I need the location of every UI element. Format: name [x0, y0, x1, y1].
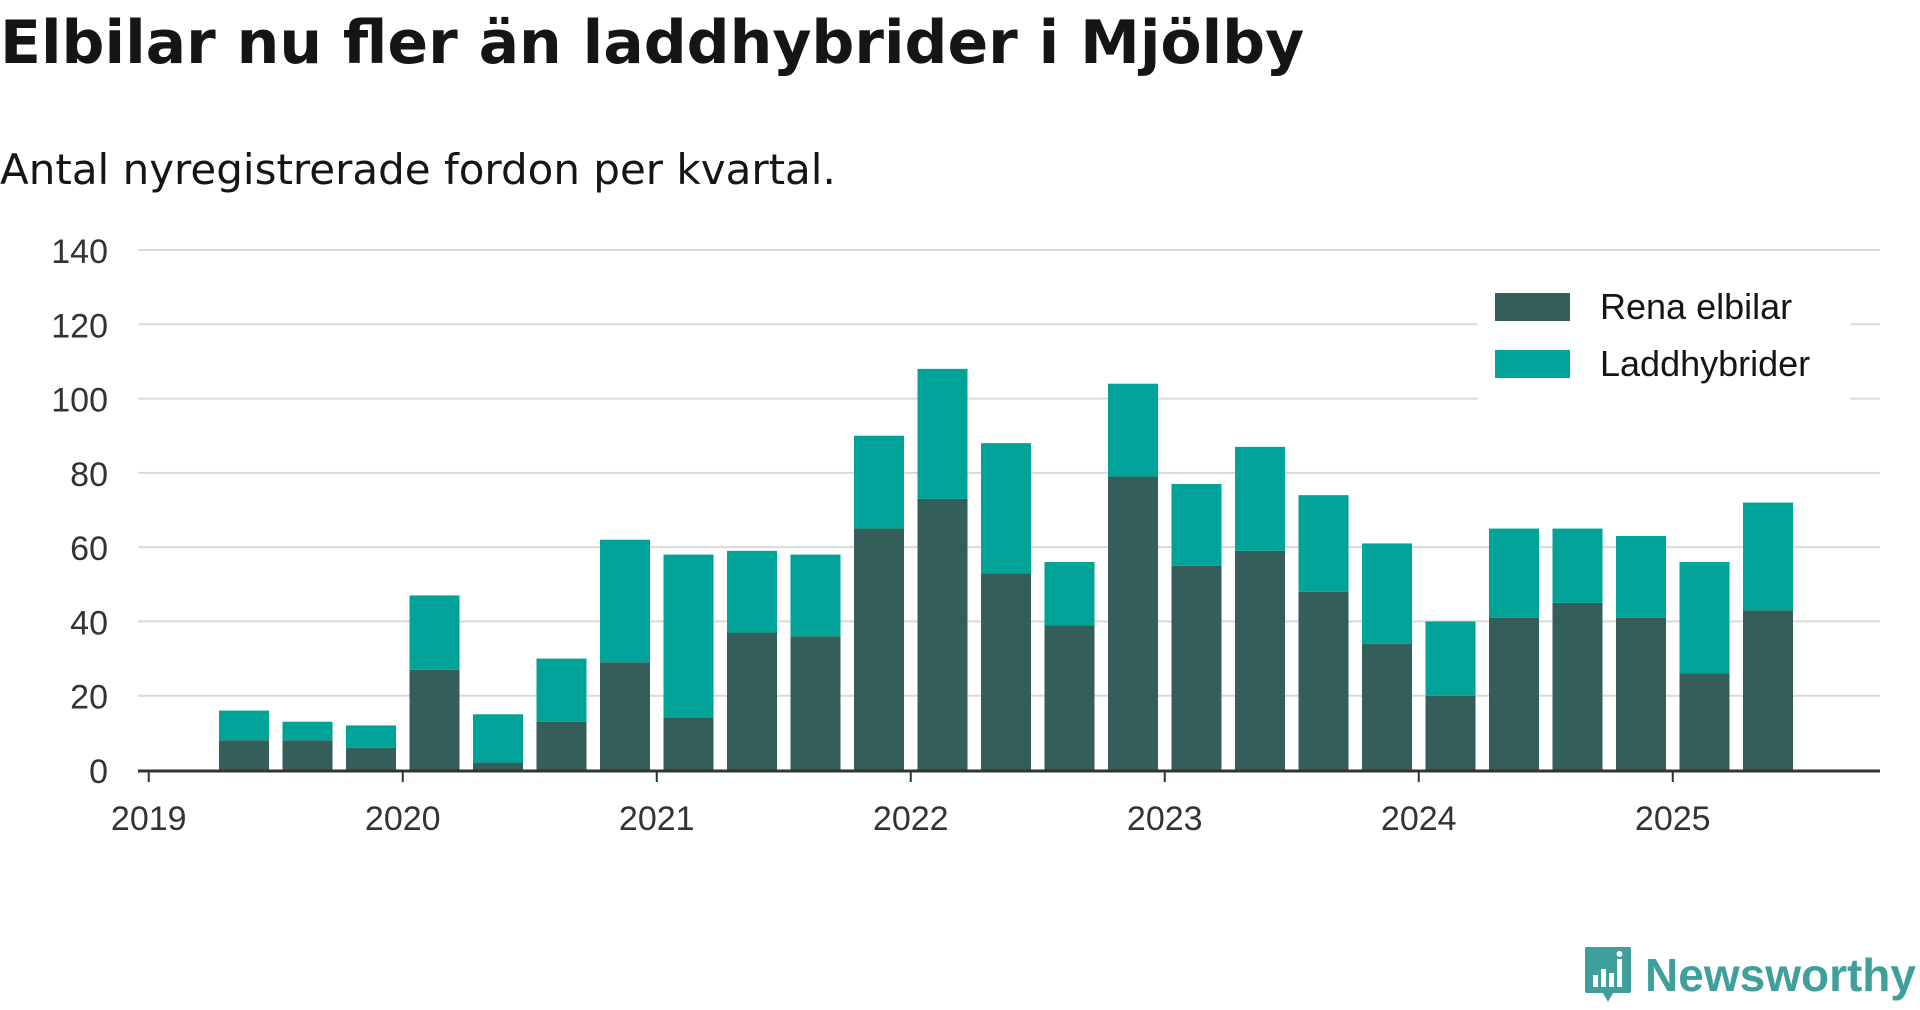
bar-electric: [1298, 591, 1349, 770]
bar-electric: [600, 662, 650, 770]
bar-electric: [282, 740, 333, 770]
bar-hybrid: [1298, 495, 1349, 592]
bar-hybrid: [473, 714, 523, 763]
brand-name: Newsworthy: [1645, 949, 1916, 1001]
bar-electric: [1235, 550, 1285, 770]
bar-hybrid: [536, 658, 587, 722]
bar-hybrid: [917, 368, 968, 499]
bar-hybrid: [663, 554, 714, 718]
x-tick-label: 2023: [1127, 800, 1203, 838]
bar-electric: [1743, 610, 1793, 770]
bar-electric: [663, 718, 714, 770]
bar-hybrid: [1425, 621, 1476, 696]
bar-electric: [1044, 625, 1095, 770]
x-tick-label: 2019: [111, 800, 187, 838]
bar-electric: [917, 498, 968, 770]
bar-hybrid: [346, 725, 396, 748]
legend-swatch-electric: [1495, 293, 1570, 321]
bar-electric: [1425, 695, 1476, 770]
bar-electric: [727, 632, 777, 770]
newsworthy-logo-icon: [1585, 947, 1632, 1002]
bar-electric: [346, 747, 396, 770]
x-tick-label: 2021: [619, 800, 695, 838]
bar-electric: [1616, 617, 1666, 770]
bar-electric: [790, 636, 841, 770]
legend-swatch-hybrid: [1495, 350, 1570, 378]
y-tick-label: 40: [70, 604, 108, 642]
bar-electric: [1362, 643, 1412, 770]
y-tick-label: 120: [51, 307, 108, 345]
bar-electric: [1679, 673, 1730, 770]
bar-hybrid: [1108, 383, 1158, 477]
bar-hybrid: [1235, 446, 1285, 551]
bar-hybrid: [1616, 536, 1666, 618]
bar-electric: [854, 528, 904, 770]
y-tick-label: 100: [51, 382, 108, 420]
legend: Rena elbilar Laddhybrider: [1478, 284, 1850, 400]
bar-hybrid: [1489, 528, 1539, 618]
bar-hybrid: [1171, 484, 1222, 566]
bar-hybrid: [981, 443, 1031, 574]
x-tick-label: 2024: [1381, 800, 1457, 838]
y-tick-label: 80: [70, 456, 108, 494]
bar-hybrid: [1044, 562, 1095, 626]
y-axis-ticks: 0 20 40 60 80 100 120 140: [51, 233, 108, 791]
bar-electric: [473, 762, 523, 770]
bar-hybrid: [1679, 562, 1730, 674]
bar-hybrid: [409, 595, 460, 670]
bar-hybrid: [854, 435, 904, 529]
chart-subtitle: Antal nyregistrerade fordon per kvartal.: [0, 145, 836, 194]
y-tick-label: 60: [70, 530, 108, 568]
bar-electric: [1489, 617, 1539, 770]
bar-hybrid: [282, 721, 333, 741]
bar-hybrid: [219, 710, 269, 741]
bar-hybrid: [1362, 543, 1412, 644]
bar-hybrid: [1743, 502, 1793, 611]
bars: [219, 368, 1793, 770]
bar-electric: [1552, 602, 1603, 770]
legend-label-electric: Rena elbilar: [1600, 286, 1792, 327]
bar-electric: [981, 573, 1031, 770]
x-tick-label: 2025: [1635, 800, 1711, 838]
bar-electric: [536, 721, 587, 770]
chart-title: Elbilar nu fler än laddhybrider i Mjölby: [0, 8, 1305, 78]
bar-hybrid: [1552, 528, 1603, 603]
bar-hybrid: [790, 554, 841, 637]
x-tick-label: 2020: [365, 800, 441, 838]
y-tick-label: 20: [70, 679, 108, 717]
y-tick-label: 0: [89, 753, 108, 791]
bar-electric: [219, 740, 269, 770]
bar-electric: [409, 669, 460, 770]
newsworthy-brand: Newsworthy: [1583, 940, 1916, 1010]
bar-hybrid: [727, 550, 777, 633]
x-tick-label: 2022: [873, 800, 949, 838]
x-axis-ticks: 2019 2020 2021 2022 2023 2024 2025: [111, 770, 1711, 838]
bar-electric: [1108, 476, 1158, 770]
bar-electric: [1171, 565, 1222, 770]
bar-hybrid: [600, 539, 650, 663]
y-tick-label: 140: [51, 233, 108, 271]
legend-label-hybrid: Laddhybrider: [1600, 343, 1810, 384]
